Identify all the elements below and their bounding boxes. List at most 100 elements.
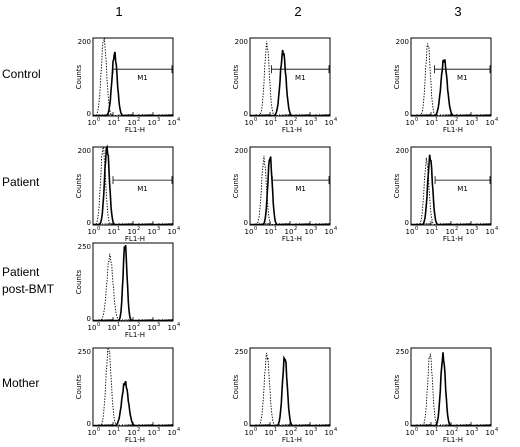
y-axis-label: Counts — [75, 173, 83, 198]
y-tick-label: 250 — [235, 348, 248, 356]
y-axis-label: Counts — [393, 173, 401, 198]
x-tick-exponent: 4 — [334, 117, 337, 123]
x-tick-label: 10 — [325, 119, 334, 127]
histogram-curve-dotted — [411, 43, 491, 116]
x-tick-exponent: 3 — [314, 226, 317, 232]
x-tick-exponent: 0 — [97, 117, 100, 123]
y-tick-label: 0 — [405, 420, 409, 428]
x-tick-label: 10 — [148, 324, 157, 332]
gate-label: M1 — [457, 74, 468, 82]
x-tick-exponent: 2 — [137, 427, 140, 433]
x-tick-exponent: 3 — [475, 117, 478, 123]
histogram-curve-dotted — [250, 40, 330, 116]
histogram-curve-solid — [250, 156, 330, 226]
x-tick-label: 10 — [128, 429, 137, 437]
x-tick-label: 10 — [108, 119, 117, 127]
x-tick-label: 10 — [108, 429, 117, 437]
row-label-1-line-0: Patient — [2, 175, 40, 189]
y-tick-label: 250 — [78, 348, 91, 356]
x-tick-exponent: 2 — [455, 117, 458, 123]
x-tick-exponent: 0 — [97, 427, 100, 433]
x-tick-label: 10 — [128, 324, 137, 332]
histogram-curve-solid — [93, 244, 173, 322]
x-tick-exponent: 4 — [177, 117, 180, 123]
x-axis-label: FL1-H — [443, 235, 463, 243]
x-tick-exponent: 2 — [294, 427, 297, 433]
histogram-curve-solid — [93, 51, 173, 117]
x-tick-exponent: 0 — [415, 226, 418, 232]
x-tick-exponent: 3 — [475, 226, 478, 232]
x-tick-exponent: 4 — [177, 226, 180, 232]
x-axis-label: FL1-H — [282, 235, 302, 243]
histogram-curve-dotted — [93, 37, 173, 116]
x-tick-exponent: 0 — [97, 322, 100, 328]
y-tick-label: 0 — [405, 110, 409, 118]
x-tick-exponent: 3 — [157, 427, 160, 433]
x-tick-exponent: 4 — [177, 322, 180, 328]
gate-label: M1 — [457, 185, 468, 193]
x-tick-label: 10 — [128, 119, 137, 127]
row-label-2-line-0: Patient — [2, 265, 40, 279]
x-tick-label: 10 — [168, 119, 177, 127]
x-tick-exponent: 2 — [455, 427, 458, 433]
x-axis-label: FL1-H — [125, 126, 145, 134]
y-tick-label: 0 — [87, 219, 91, 227]
x-tick-exponent: 3 — [314, 117, 317, 123]
x-tick-exponent: 1 — [117, 427, 120, 433]
gate-label: M1 — [137, 185, 148, 193]
histogram-curve-solid — [411, 59, 491, 117]
y-tick-label: 0 — [244, 420, 248, 428]
y-tick-label: 200 — [78, 147, 91, 155]
x-axis-label: FL1-H — [125, 436, 145, 444]
x-tick-label: 10 — [406, 228, 415, 236]
histogram-curve-dotted — [93, 348, 173, 426]
plot-frame — [410, 37, 492, 117]
x-axis-label: FL1-H — [125, 331, 145, 339]
x-tick-label: 10 — [88, 429, 97, 437]
x-tick-exponent: 4 — [495, 427, 498, 433]
x-tick-label: 10 — [285, 228, 294, 236]
x-tick-exponent: 1 — [274, 117, 277, 123]
x-tick-label: 10 — [325, 429, 334, 437]
y-tick-label: 250 — [78, 243, 91, 251]
x-tick-label: 10 — [265, 119, 274, 127]
x-tick-exponent: 1 — [435, 427, 438, 433]
y-axis-label: Counts — [232, 173, 240, 198]
y-tick-label: 0 — [87, 315, 91, 323]
x-tick-exponent: 4 — [334, 226, 337, 232]
y-tick-label: 250 — [396, 348, 409, 356]
x-tick-exponent: 2 — [294, 117, 297, 123]
y-tick-label: 0 — [405, 219, 409, 227]
x-tick-label: 10 — [486, 228, 495, 236]
histogram-curve-solid — [93, 380, 173, 427]
x-tick-label: 10 — [265, 228, 274, 236]
x-tick-exponent: 1 — [435, 226, 438, 232]
x-tick-exponent: 1 — [435, 117, 438, 123]
x-tick-exponent: 4 — [495, 117, 498, 123]
x-tick-label: 10 — [285, 429, 294, 437]
x-tick-exponent: 1 — [117, 117, 120, 123]
y-tick-label: 200 — [78, 38, 91, 46]
x-tick-label: 10 — [168, 324, 177, 332]
x-tick-label: 10 — [486, 119, 495, 127]
y-axis-label: Counts — [232, 64, 240, 89]
x-axis-label: FL1-H — [443, 126, 463, 134]
x-tick-label: 10 — [148, 429, 157, 437]
x-tick-exponent: 2 — [137, 117, 140, 123]
plot-frame — [410, 146, 492, 226]
x-tick-label: 10 — [88, 324, 97, 332]
x-tick-exponent: 4 — [334, 427, 337, 433]
plot-frame — [249, 37, 331, 117]
x-tick-exponent: 0 — [254, 117, 257, 123]
x-tick-label: 10 — [305, 119, 314, 127]
column-label-3: 3 — [454, 4, 461, 19]
x-axis-label: FL1-H — [282, 436, 302, 444]
x-tick-label: 10 — [305, 429, 314, 437]
y-axis-label: Counts — [232, 374, 240, 399]
x-tick-exponent: 0 — [97, 226, 100, 232]
histogram-curve-solid — [93, 144, 173, 226]
